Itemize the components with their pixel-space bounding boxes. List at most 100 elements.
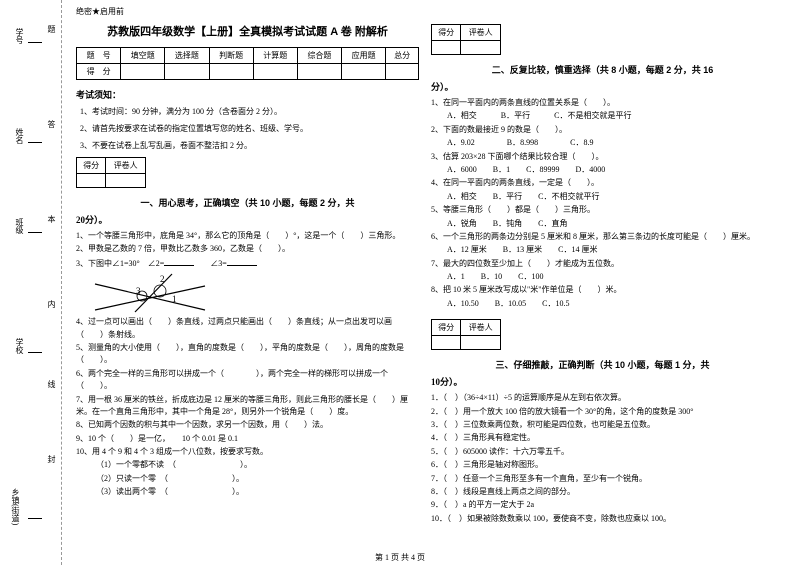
s2q7: 7、最大的四位数至少加上（ ）才能成为五位数。 xyxy=(431,258,774,270)
s2q8o: A．10.50 B．10.05 C．10.5 xyxy=(447,298,774,310)
underline-name xyxy=(28,142,42,143)
cut-word-0: 题 xyxy=(46,25,57,37)
s2q2o: A．9.02 B．8.998 C．8.9 xyxy=(447,137,774,149)
label-town: 乡镇(街道) xyxy=(10,488,21,525)
underline-class xyxy=(28,232,42,233)
s2q1: 1、在同一平面内的两条直线的位置关系是（ ）。 xyxy=(431,97,774,109)
sec1-title: 一、用心思考，正确填空（共 10 小题，每题 2 分，共 xyxy=(76,196,419,209)
left-column: 绝密★启用前 苏教版四年级数学【上册】全真模拟考试试题 A 卷 附解析 题 号 … xyxy=(70,0,425,540)
scorer-l2: 评卷人 xyxy=(461,320,501,336)
notice-list: 1、考试时间：90 分钟，满分为 100 分（含卷面分 2 分）。 2、请首先按… xyxy=(80,106,419,152)
s2q2: 2、下面的数最接近 9 的数是（ ）。 xyxy=(431,124,774,136)
s3q3: 3．（ ）三位数乘两位数，积可能是四位数，也可能是五位数。 xyxy=(431,419,774,431)
angle-figure: 2 3 1 xyxy=(90,272,419,314)
sec3-questions: 1．（ ）（36÷4×11）÷5 的运算顺序是从左到右依次算。 2．（ ）用一个… xyxy=(431,392,774,525)
cut-word-2: 本 xyxy=(46,215,57,227)
th-0: 题 号 xyxy=(77,48,121,64)
svg-text:3: 3 xyxy=(136,286,141,296)
q10b: （2）只读一个零 （ ）。 xyxy=(96,473,419,485)
q10c: （3）读出两个零 （ ）。 xyxy=(96,486,419,498)
q1: 1、一个等腰三角形中，底角是 34°，那么它的顶角是（ ）°，这是一个（ ）三角… xyxy=(76,230,419,242)
th-3: 判断题 xyxy=(209,48,253,64)
underline-town xyxy=(28,518,42,519)
blank xyxy=(164,257,194,266)
q2: 2、甲数是乙数的 7 倍，甲数比乙数多 360，乙数是（ ）。 xyxy=(76,243,419,255)
s2q6: 6、一个三角形的两条边分别是 5 厘米和 8 厘米，那么第三条边的长度可能是（ … xyxy=(431,231,774,243)
s3q8: 8．（ ）线段是直线上两点之间的部分。 xyxy=(431,486,774,498)
q8: 8、已知两个因数的积与其中一个因数，求另一个因数，用（ ）法。 xyxy=(76,419,419,431)
scorer-l1: 得分 xyxy=(432,320,461,336)
label-school: 学校 xyxy=(14,338,25,354)
svg-text:2: 2 xyxy=(160,274,165,284)
underline-school xyxy=(28,352,42,353)
q9: 9、10 个（ ）是一亿， 10 个 0.01 是 0.1 xyxy=(76,433,419,445)
sec2-title: 二、反复比较，慎重选择（共 8 小题，每题 2 分，共 16 xyxy=(431,63,774,76)
s3q7: 7．（ ）任意一个三角形至多有一个直角，至少有一个锐角。 xyxy=(431,473,774,485)
td-score: 得 分 xyxy=(77,64,121,80)
s2q4: 4、在同一平面内的两条直线，一定是（ ）。 xyxy=(431,177,774,189)
q4: 4、过一点可以画出（ ）条直线，过两点只能画出（ ）条直线；从一点出发可以画（ … xyxy=(76,316,419,341)
svg-text:1: 1 xyxy=(172,294,177,304)
scorer-box-3: 得分评卷人 xyxy=(431,319,501,350)
s2q1o: A．相交 B．平行 C．不是相交就是平行 xyxy=(447,110,774,122)
binding-strip: 学号 题 姓名 答 班级 本 内 学校 线 封 乡镇(街道) xyxy=(0,0,62,565)
sec1-questions: 1、一个等腰三角形中，底角是 34°，那么它的顶角是（ ）°，这是一个（ ）三角… xyxy=(76,230,419,499)
s2q7o: A．1 B．10 C．100 xyxy=(447,271,774,283)
q3: 3、下图中∠1=30° ∠2= ∠3= xyxy=(76,257,419,270)
scorer-l2: 评卷人 xyxy=(106,158,146,174)
notice-item: 1、考试时间：90 分钟，满分为 100 分（含卷面分 2 分）。 xyxy=(80,106,419,118)
s3q4: 4．（ ）三角形具有稳定性。 xyxy=(431,432,774,444)
sec3-points: 10分）。 xyxy=(431,375,774,388)
secret-mark: 绝密★启用前 xyxy=(76,6,419,17)
notice-title: 考试须知： xyxy=(76,88,419,101)
page-footer: 第 1 页 共 4 页 xyxy=(0,552,800,563)
q5: 5、测量角的大小使用（ ），直角的度数是（ ），平角的度数是（ ），周角的度数是… xyxy=(76,342,419,367)
s2q5: 5、等腰三角形（ ）都是（ ）三角形。 xyxy=(431,204,774,216)
th-5: 综合题 xyxy=(297,48,341,64)
s2q8: 8、把 10 米 5 厘米改写成以"米"作单位是（ ）米。 xyxy=(431,284,774,296)
sec1-points: 20分）。 xyxy=(76,213,419,226)
label-xuehao: 学号 xyxy=(14,28,25,44)
s3q1: 1．（ ）（36÷4×11）÷5 的运算顺序是从左到右依次算。 xyxy=(431,392,774,404)
s3q5: 5．（ ）605000 读作：十六万零五千。 xyxy=(431,446,774,458)
main-content: 绝密★启用前 苏教版四年级数学【上册】全真模拟考试试题 A 卷 附解析 题 号 … xyxy=(70,0,790,540)
scorer-l1: 得分 xyxy=(77,158,106,174)
s2q6o: A．12 厘米 B．13 厘米 C．14 厘米 xyxy=(447,244,774,256)
right-column: 得分评卷人 二、反复比较，慎重选择（共 8 小题，每题 2 分，共 16 分）。… xyxy=(425,0,780,540)
s3q9: 9．（ ）a 的平方一定大于 2a xyxy=(431,499,774,511)
cut-word-1: 答 xyxy=(46,120,57,132)
s2q5o: A．锐角 B．钝角 C．直角 xyxy=(447,218,774,230)
q10a: （1）一个零都不读 （ ）。 xyxy=(96,459,419,471)
q7: 7、用一根 36 厘米的铁丝，折成底边是 12 厘米的等腰三角形，则此三角形的腰… xyxy=(76,394,419,419)
scorer-box-2: 得分评卷人 xyxy=(431,24,501,55)
notice-item: 3、不要在试卷上乱写乱画，卷面不整洁扣 2 分。 xyxy=(80,140,419,152)
s3q2: 2．（ ）用一个放大 100 倍的放大镜看一个 30°的角，这个角的度数是 30… xyxy=(431,406,774,418)
th-4: 计算题 xyxy=(253,48,297,64)
th-6: 应用题 xyxy=(342,48,386,64)
th-7: 总分 xyxy=(386,48,419,64)
blank xyxy=(227,257,257,266)
sec3-title: 三、仔细推敲，正确判断（共 10 小题，每题 1 分，共 xyxy=(431,358,774,371)
label-class: 班级 xyxy=(14,218,25,234)
th-2: 选择题 xyxy=(165,48,209,64)
sec2-questions: 1、在同一平面内的两条直线的位置关系是（ ）。 A．相交 B．平行 C．不是相交… xyxy=(431,97,774,310)
table-row: 题 号 填空题 选择题 判断题 计算题 综合题 应用题 总分 xyxy=(77,48,419,64)
scorer-box-1: 得分评卷人 xyxy=(76,157,146,188)
table-row: 得 分 xyxy=(77,64,419,80)
cut-word-5: 封 xyxy=(46,455,57,467)
paper-title: 苏教版四年级数学【上册】全真模拟考试试题 A 卷 附解析 xyxy=(76,23,419,39)
cut-word-3: 内 xyxy=(46,300,57,312)
s2q4o: A．相交 B．平行 C．不相交就平行 xyxy=(447,191,774,203)
score-table: 题 号 填空题 选择题 判断题 计算题 综合题 应用题 总分 得 分 xyxy=(76,47,419,80)
scorer-l1: 得分 xyxy=(432,25,461,41)
s3q6: 6．（ ）三角形是轴对称图形。 xyxy=(431,459,774,471)
sec2-points: 分）。 xyxy=(431,80,774,93)
th-1: 填空题 xyxy=(121,48,165,64)
notice-item: 2、请首先按要求在试卷的指定位置填写您的姓名、班级、学号。 xyxy=(80,123,419,135)
q6: 6、两个完全一样的三角形可以拼成一个（ ），两个完全一样的梯形可以拼成一个（ ）… xyxy=(76,368,419,393)
label-name: 姓名 xyxy=(14,128,25,144)
cut-word-4: 线 xyxy=(46,380,57,392)
s3q10: 10．（ ）如果被除数数乘以 100，要使商不变，除数也应乘以 100。 xyxy=(431,513,774,525)
s2q3o: A．6000 B．1 C．89999 D．4000 xyxy=(447,164,774,176)
underline-xuehao xyxy=(28,42,42,43)
